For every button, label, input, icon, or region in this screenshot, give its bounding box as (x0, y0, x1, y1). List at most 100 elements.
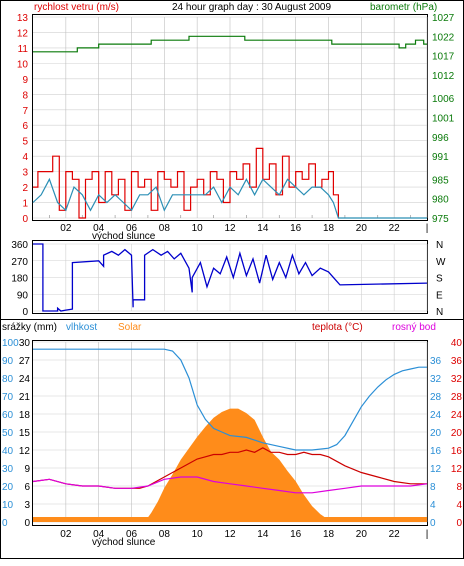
humidity-line (33, 348, 427, 451)
x-tick-label: 16 (290, 223, 302, 234)
wind-y-tick: 10 (17, 59, 29, 70)
x-tick-label: 10 (192, 223, 204, 234)
humidity-y-tick: 20 (2, 482, 14, 493)
x-tick-label: 08 (159, 223, 171, 234)
x-tick-label: 04 (93, 529, 105, 540)
x-tick-label: | (426, 223, 429, 234)
barometer-y-tick: 1027 (432, 13, 455, 24)
temperature-y-tick-blue: 8 (430, 482, 436, 493)
temperature-y-tick-red: 12 (451, 464, 463, 475)
rain-y-tick: 21 (19, 392, 31, 403)
wind-gust-line (33, 147, 339, 219)
barometer-y-tick: 1001 (432, 114, 455, 125)
humidity-y-tick: 50 (2, 428, 14, 439)
compass-label: N (436, 307, 443, 318)
compass-label: W (436, 257, 446, 268)
x-tick-label: 18 (323, 529, 335, 540)
humidity-legend: vlhkost (66, 322, 97, 333)
x-tick-label: 22 (389, 529, 401, 540)
direction-y-tick: 360 (11, 240, 28, 251)
direction-y-tick: 270 (11, 257, 28, 268)
wind-y-tick: 5 (22, 137, 28, 148)
barometer-y-tick: 1006 (432, 94, 455, 105)
barometer-y-tick: 996 (432, 133, 449, 144)
wind-panel-ticks: 0123456789101112139759809859919961001100… (17, 13, 455, 234)
humidity-y-tick: 40 (2, 446, 14, 457)
wind-axis-label: rychlost vetru (m/s) (34, 2, 119, 13)
wind-speed-line (32, 177, 427, 219)
humidity-y-tick: 10 (2, 500, 14, 511)
wind-y-tick: 2 (22, 183, 28, 194)
rain-y-tick: 9 (24, 464, 30, 475)
x-tick-label: 06 (126, 223, 138, 234)
temperature-y-tick-red: 40 (451, 338, 463, 349)
humidity-y-tick: 0 (2, 518, 8, 529)
x-tick-label: 04 (93, 223, 105, 234)
rain-y-tick: 0 (24, 518, 30, 529)
x-tick-label: 20 (356, 529, 368, 540)
barometer-y-tick: 985 (432, 175, 449, 186)
rain-y-tick: 18 (19, 410, 31, 421)
rain-y-tick: 24 (19, 374, 31, 385)
temperature-y-tick-red: 0 (456, 518, 462, 529)
temperature-y-tick-red: 28 (451, 392, 463, 403)
temperature-y-tick-red: 8 (456, 482, 462, 493)
solar-baseline (33, 517, 427, 522)
compass-label: N (436, 240, 443, 251)
humidity-y-tick: 80 (2, 374, 14, 385)
solar-area (33, 408, 427, 522)
dewpoint-line (32, 476, 428, 494)
rain-y-tick: 12 (19, 446, 31, 457)
temperature-y-tick-blue: 32 (430, 374, 442, 385)
barometer-y-tick: 1012 (432, 71, 455, 82)
wind-y-tick: 1 (22, 199, 28, 210)
direction-y-tick: 180 (11, 274, 28, 285)
humidity-y-tick: 90 (2, 356, 14, 367)
temperature-y-tick-red: 32 (451, 374, 463, 385)
temperature-legend: teplota (°C) (312, 322, 363, 333)
wind-y-tick: 9 (22, 75, 28, 86)
rain-y-tick: 27 (19, 356, 31, 367)
temperature-y-tick-blue: 20 (430, 428, 442, 439)
barometer-line (33, 35, 427, 53)
barometer-y-tick: 1022 (432, 32, 455, 43)
temperature-y-tick-red: 16 (451, 446, 463, 457)
x-tick-label: 22 (389, 223, 401, 234)
x-tick-label: 14 (257, 529, 269, 540)
x-tick-label: 06 (126, 529, 138, 540)
compass-label: S (436, 274, 443, 285)
wind-y-tick: 13 (17, 13, 29, 24)
wind-y-tick: 4 (22, 152, 28, 163)
wind-y-tick: 8 (22, 90, 28, 101)
x-tick-label: 18 (323, 223, 335, 234)
temperature-y-tick-red: 24 (451, 410, 463, 421)
x-tick-label: 16 (290, 529, 302, 540)
temperature-y-tick-blue: 16 (430, 446, 442, 457)
humidity-y-tick: 30 (2, 464, 14, 475)
chart-title: 24 hour graph day : 30 August 2009 (172, 2, 331, 13)
temperature-y-tick-blue: 0 (430, 518, 436, 529)
x-tick-label: 14 (257, 223, 269, 234)
barometer-y-tick: 980 (432, 195, 449, 206)
humidity-y-tick: 70 (2, 392, 14, 403)
temperature-y-tick-blue: 24 (430, 410, 442, 421)
temperature-y-tick-red: 4 (456, 500, 462, 511)
temperature-y-tick-blue: 36 (430, 356, 442, 367)
wind-panel-series (32, 35, 427, 219)
wind-y-tick: 7 (22, 106, 28, 117)
temperature-y-tick-blue: 28 (430, 392, 442, 403)
direction-y-tick: 90 (17, 290, 29, 301)
temperature-y-tick-blue: 12 (430, 464, 442, 475)
wind-y-tick: 11 (18, 44, 29, 55)
x-tick-label: 10 (192, 529, 204, 540)
x-tick-label: | (426, 529, 429, 540)
wind-y-tick: 6 (22, 121, 28, 132)
climate-panel-series (32, 348, 428, 522)
x-tick-label: 12 (224, 223, 236, 234)
direction-panel-series (33, 243, 428, 312)
x-tick-label: 02 (60, 529, 72, 540)
rain-axis-label: srážky (mm) (2, 322, 57, 333)
climate-panel-ticks: 0102030405060708090100036912151821242730… (2, 338, 462, 540)
direction-y-tick: 0 (22, 307, 28, 318)
